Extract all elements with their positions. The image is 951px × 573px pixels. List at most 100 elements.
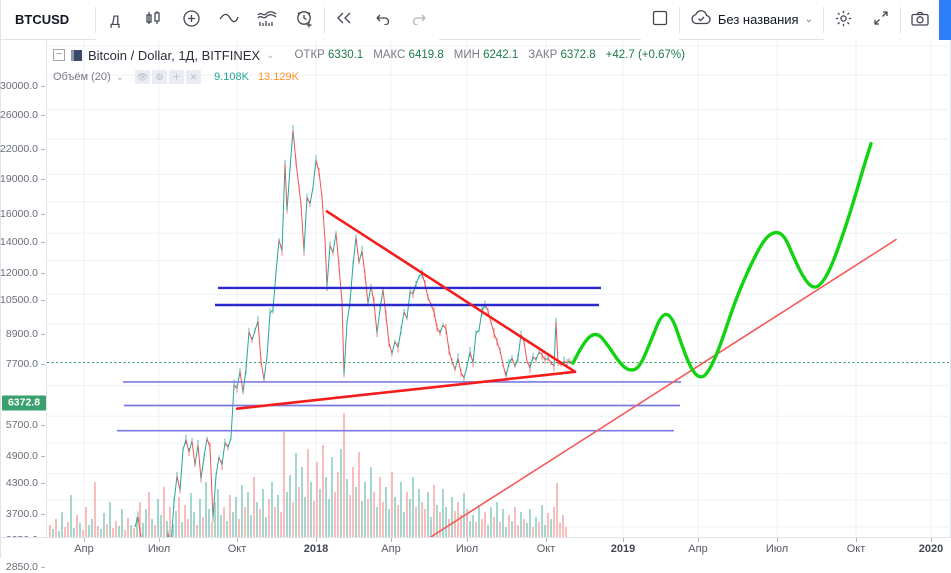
volume-indicator-label[interactable]: Объём (20) xyxy=(53,71,111,83)
price-chart-svg[interactable] xyxy=(47,40,951,573)
chevron-down-icon[interactable]: ⌄ xyxy=(115,71,125,83)
chart-type-candles-button[interactable] xyxy=(134,0,173,40)
price-tick-label: 22000.0 xyxy=(0,143,38,156)
indicator-remove-button[interactable]: ✕ xyxy=(186,70,202,84)
price-tick-label: 30000.0 xyxy=(0,79,38,92)
price-tick-label: 5700.0 xyxy=(5,419,38,432)
chevron-down-icon[interactable]: ⌄ xyxy=(266,49,275,61)
price-tick-label: 8900.0 xyxy=(5,328,38,341)
price-tick-label: 10500.0 xyxy=(0,294,38,307)
change-value: +42.7 (+0.67%) xyxy=(605,49,685,61)
volume-value: 9.108K xyxy=(214,71,249,83)
candles-icon xyxy=(144,9,162,30)
interval-button[interactable]: Д xyxy=(96,0,135,40)
time-tick-mark xyxy=(623,538,624,542)
fullscreen-button[interactable] xyxy=(862,0,900,40)
exchange-logo-icon xyxy=(71,49,82,61)
price-tick-label: 16000.0 xyxy=(0,208,38,221)
toolbar-right-group: Без названия ⌄ xyxy=(640,0,951,40)
price-tick-mark xyxy=(41,482,45,484)
indicators-icon xyxy=(256,9,278,30)
price-tick-mark xyxy=(41,334,45,336)
compare-plus-icon xyxy=(182,9,201,31)
price-tick-label: 12000.0 xyxy=(0,267,38,280)
price-tick-mark xyxy=(41,456,45,458)
price-tick-label: 4300.0 xyxy=(5,476,38,489)
time-tick-label: Апр xyxy=(381,543,401,555)
time-tick-label: 2020 xyxy=(918,543,944,555)
price-axis[interactable]: 30000.0 26000.0 22000.0 19000.0 16000.0 14000… xyxy=(0,40,47,573)
indicator-settings-button[interactable]: ⚙ xyxy=(152,70,168,84)
line-tools-button[interactable] xyxy=(210,0,249,40)
indicators-button[interactable] xyxy=(248,0,287,40)
time-tick-label: Окт xyxy=(846,543,866,555)
time-tick-mark xyxy=(698,538,699,542)
redo-button[interactable] xyxy=(401,0,440,40)
low-value: МИН 6242.1 xyxy=(453,49,519,61)
price-tick-mark xyxy=(41,115,45,117)
chart-legend: − Bitcoin / Dollar, 1Д, BITFINEX ⌄ ОТКР … xyxy=(53,46,685,85)
chart-canvas[interactable] xyxy=(47,40,951,573)
price-tick-mark xyxy=(41,513,45,515)
time-tick-mark xyxy=(467,538,468,542)
cloud-saved-icon xyxy=(690,10,712,29)
layout-square-icon xyxy=(651,9,669,30)
ohlc-values: ОТКР 6330.1 МАКС 6419.8 МИН 6242.1 ЗАКР … xyxy=(294,49,684,61)
legend-indicator-row: Объём (20) ⌄ 👁 ⚙ ＋ ✕ 9.108K 13.129K xyxy=(53,69,685,85)
legend-symbol-title[interactable]: Bitcoin / Dollar, 1Д, BITFINEX xyxy=(88,47,261,63)
indicator-add-button[interactable]: ＋ xyxy=(169,70,185,84)
time-tick-label: Июл xyxy=(147,543,171,555)
price-tick-label: 3700.0 xyxy=(5,507,38,520)
high-value: МАКС 6419.8 xyxy=(373,49,444,61)
screenshot-button[interactable] xyxy=(901,0,939,40)
chevron-down-icon: ⌄ xyxy=(804,14,813,25)
chart-settings-button[interactable] xyxy=(824,0,862,40)
indicator-visibility-button[interactable]: 👁 xyxy=(135,70,151,84)
last-price-tag: 6372.8 xyxy=(2,395,46,411)
toolbar-separator xyxy=(324,6,326,33)
time-tick-mark xyxy=(84,538,85,542)
curve-line-icon xyxy=(218,11,240,28)
symbol-button[interactable]: BTCUSD xyxy=(15,12,70,27)
time-tick-label: Июл xyxy=(455,543,479,555)
bar-replay-button[interactable] xyxy=(325,0,364,40)
volume-ma-value: 13.129K xyxy=(257,71,299,83)
legend-collapse-button[interactable]: − xyxy=(53,49,65,61)
price-tick-mark xyxy=(41,85,45,87)
toolbar-separator xyxy=(678,6,680,33)
time-tick-mark xyxy=(316,538,317,542)
time-tick-mark xyxy=(856,538,857,542)
time-tick-mark xyxy=(159,538,160,542)
price-tick-mark xyxy=(41,179,45,181)
time-tick-label: 2018 xyxy=(303,543,329,555)
save-layout-button[interactable]: Без названия ⌄ xyxy=(680,0,823,40)
time-tick-mark xyxy=(546,538,547,542)
price-tick-label: 7700.0 xyxy=(5,357,38,370)
price-tick-label: 2850.0 xyxy=(5,560,38,573)
compare-button[interactable] xyxy=(172,0,211,40)
time-axis[interactable]: Апр Июл Окт 2018 Апр Июл Окт 2019 Апр Июл Окт 2020 xyxy=(1,537,951,558)
side-panel-edge[interactable] xyxy=(939,0,951,40)
gear-icon xyxy=(834,9,853,31)
indicator-controls: 👁 ⚙ ＋ ✕ xyxy=(135,70,202,84)
price-tick-mark xyxy=(41,566,45,568)
legend-main-row: − Bitcoin / Dollar, 1Д, BITFINEX ⌄ ОТКР … xyxy=(53,46,685,64)
undo-arrow-icon xyxy=(373,11,391,28)
camera-icon xyxy=(910,10,930,30)
undo-button[interactable] xyxy=(363,0,402,40)
open-value: ОТКР 6330.1 xyxy=(294,49,364,61)
toolbar-separator xyxy=(823,6,824,33)
toolbar-separator xyxy=(95,6,97,33)
price-tick-label: 4900.0 xyxy=(5,450,38,463)
layout-select-button[interactable] xyxy=(640,0,679,40)
price-tick-mark xyxy=(41,363,45,365)
alert-button[interactable] xyxy=(286,0,325,40)
price-tick-label: 14000.0 xyxy=(0,235,38,248)
close-value: ЗАКР 6372.8 xyxy=(528,49,596,61)
time-tick-mark xyxy=(237,538,238,542)
time-tick-label: 2019 xyxy=(610,543,636,555)
price-tick-mark xyxy=(41,214,45,216)
price-tick-mark xyxy=(41,273,45,275)
time-tick-mark xyxy=(931,538,932,542)
